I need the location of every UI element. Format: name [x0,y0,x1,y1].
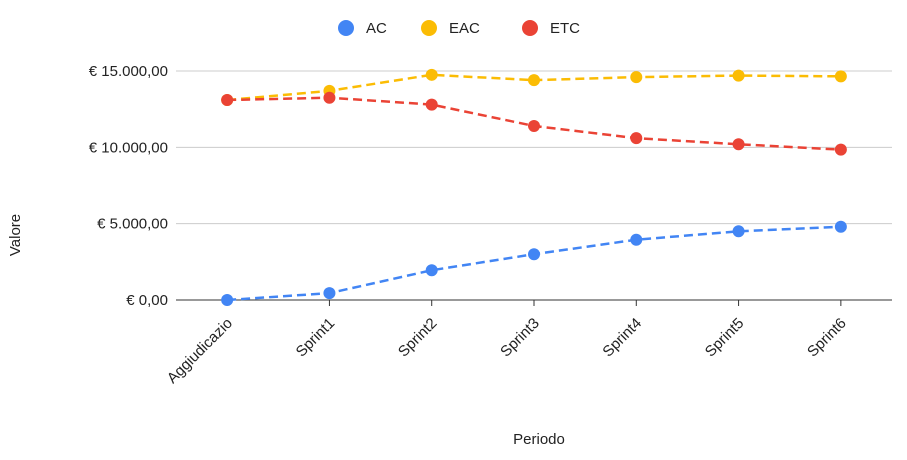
data-point-eac[interactable] [425,68,438,81]
x-axis: Aggiudicazio Sprint1 Sprint2 Sprint3 Sprint4… [164,299,892,387]
data-point-etc[interactable] [425,98,438,111]
y-axis: € 0,00 € 5.000,00 € 10.000,00 € 15.000,00 [89,63,168,309]
data-point-ac[interactable] [732,225,745,238]
data-point-etc[interactable] [732,138,745,151]
data-point-etc[interactable] [221,94,234,107]
x-tick-label: Sprint6 [804,315,850,361]
data-point-eac[interactable] [528,74,540,87]
legend-item-eac[interactable]: EAC [421,20,480,37]
x-tick-label: Sprint4 [599,315,645,361]
x-tick-label: Sprint5 [702,315,748,361]
data-point-ac[interactable] [221,294,234,306]
data-point-etc[interactable] [834,143,847,156]
y-tick-label: € 15.000,00 [89,63,168,80]
legend-label: ETC [550,20,580,37]
data-point-etc[interactable] [323,91,336,104]
legend: AC EAC ETC [338,20,580,37]
data-point-eac[interactable] [732,69,745,82]
legend-marker [421,20,437,36]
x-tick-label: Sprint3 [497,315,543,361]
y-axis-title: Valore [7,214,24,256]
x-tick-label: Sprint1 [293,315,339,361]
legend-marker [522,20,538,36]
data-point-eac[interactable] [630,71,643,84]
data-point-etc[interactable] [630,132,643,145]
grid-lines [176,70,892,225]
y-tick-label: € 10.000,00 [89,139,168,156]
legend-marker [338,20,354,36]
y-tick-label: € 0,00 [126,292,168,309]
series-line-ac [227,225,841,302]
x-tick-label: Aggiudicazio [164,315,236,387]
series-layer [221,68,847,306]
data-point-ac[interactable] [323,287,336,300]
legend-item-ac[interactable]: AC [338,20,387,37]
data-point-ac[interactable] [630,233,643,246]
x-axis-title: Periodo [513,431,565,448]
legend-label: EAC [449,20,480,37]
legend-label: AC [366,20,387,37]
x-tick-label: Sprint2 [395,315,441,361]
data-point-etc[interactable] [528,119,540,132]
data-point-ac[interactable] [834,220,847,233]
data-point-ac[interactable] [425,264,438,277]
legend-item-etc[interactable]: ETC [522,20,580,37]
data-point-eac[interactable] [834,70,847,83]
y-tick-label: € 5.000,00 [97,216,168,233]
data-point-ac[interactable] [528,248,540,261]
